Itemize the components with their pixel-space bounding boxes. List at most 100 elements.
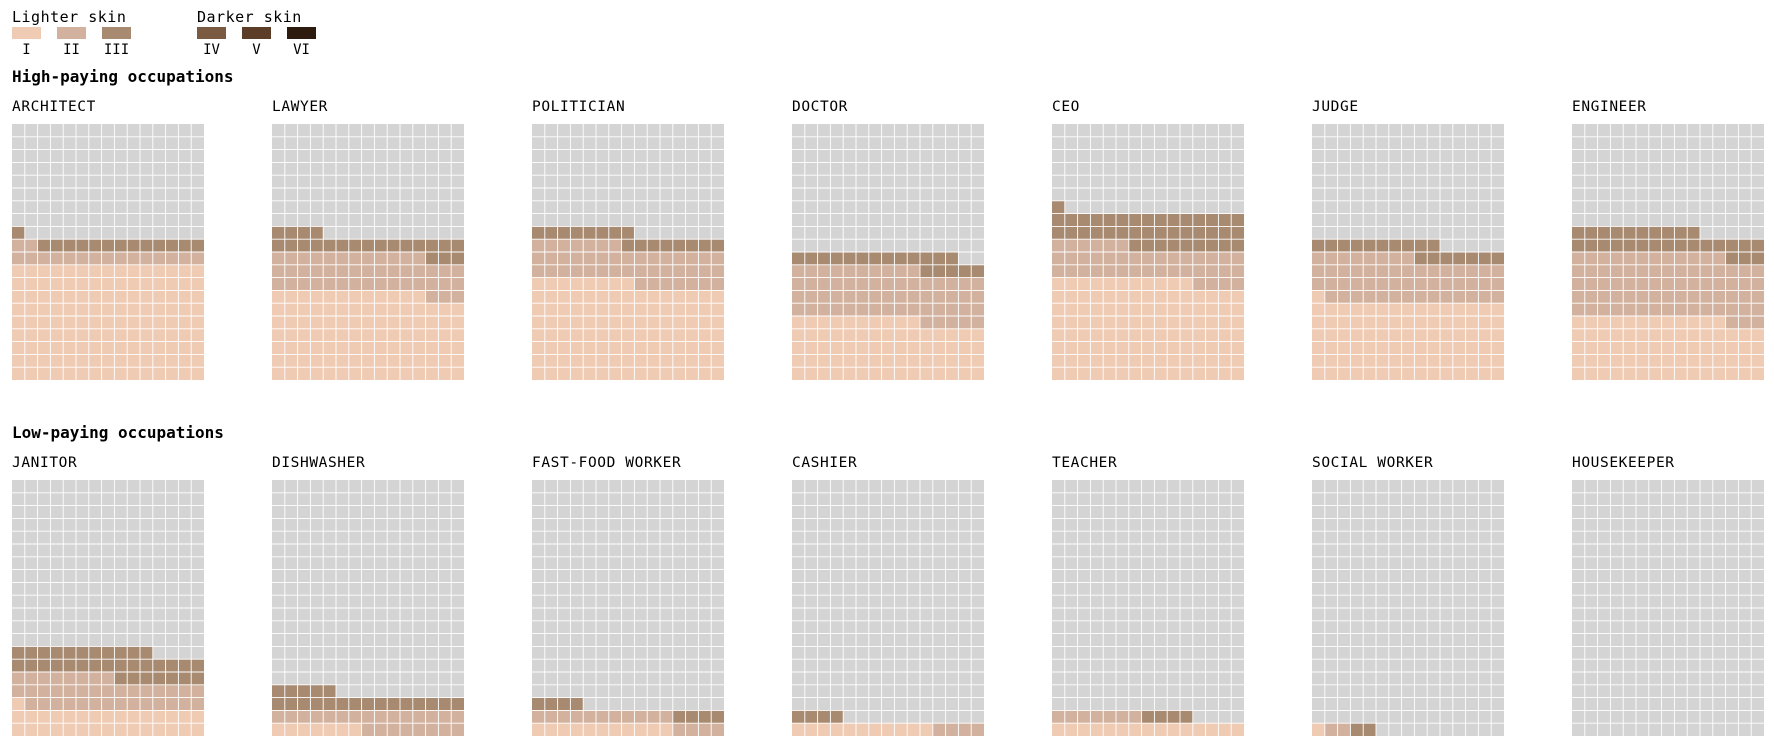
waffle-cell-type-i: [127, 354, 140, 368]
waffle-cell-type-iii: [945, 264, 959, 278]
waffle-cell-type-i: [323, 316, 336, 329]
waffle-cell-type-i: [1491, 328, 1504, 342]
waffle-cell-type-iii: [191, 659, 204, 672]
waffle-cell-type-iii: [570, 226, 584, 240]
waffle-cell-type-i: [1090, 328, 1104, 342]
waffle-cell-type-ii: [945, 290, 959, 304]
waffle-cell-type-i: [165, 367, 179, 380]
waffle-cell-type-i: [284, 303, 298, 316]
waffle-cell-type-ii: [451, 264, 464, 278]
waffle-cell-type-i: [804, 328, 818, 342]
waffle-cell-type-i: [660, 328, 673, 342]
waffle-cell-type-ii: [907, 264, 920, 278]
waffle-cell-type-ii: [1440, 277, 1453, 291]
waffle-cell-type-ii: [621, 264, 635, 278]
waffle-cell-type-i: [1077, 341, 1091, 355]
waffle-cell-type-ii: [1116, 239, 1129, 252]
waffle-cell-type-iii: [76, 646, 89, 660]
waffle-cell-type-i: [24, 723, 38, 736]
waffle-cell-type-i: [152, 290, 166, 304]
panel-cashier: CASHIER: [792, 455, 984, 736]
waffle-cell-type-iii: [608, 226, 622, 240]
waffle-cell-type-iii: [1751, 252, 1764, 265]
waffle-cell-type-i: [583, 354, 596, 368]
waffle-cell-type-ii: [532, 264, 545, 278]
waffle-cell-type-iii: [101, 239, 115, 252]
waffle-cell-type-ii: [1388, 277, 1402, 291]
waffle-cell-type-ii: [1610, 277, 1624, 291]
waffle-cell-type-ii: [1180, 252, 1193, 265]
waffle-cell-type-i: [1128, 328, 1142, 342]
waffle-cell-type-ii: [88, 684, 102, 698]
waffle-cell-type-i: [685, 367, 699, 380]
waffle-cell-type-i: [1440, 303, 1453, 316]
waffle-cell-type-i: [1427, 328, 1440, 342]
waffle-cell-type-i: [711, 316, 724, 329]
waffle-cell-type-ii: [557, 264, 571, 278]
waffle-cell-type-i: [1388, 328, 1402, 342]
waffle-cell-type-i: [400, 316, 413, 329]
waffle-cell-type-i: [1337, 328, 1351, 342]
waffle-cell-type-ii: [50, 684, 64, 698]
waffle-cell-type-i: [1218, 367, 1232, 380]
waffle-cell-type-i: [1452, 316, 1466, 329]
waffle-cell-type-i: [412, 328, 426, 342]
waffle-cell-type-i: [647, 367, 660, 380]
waffle-cell-type-iii: [76, 239, 89, 252]
waffle-cell-type-i: [374, 354, 388, 368]
waffle-cell-type-ii: [1205, 252, 1219, 265]
waffle-cell-type-iii: [1052, 200, 1065, 214]
waffle-cell-type-i: [50, 367, 64, 380]
waffle-cell-type-i: [1052, 341, 1065, 355]
waffle-cell-type-i: [1116, 354, 1129, 368]
legend-lighter-heading: Lighter skin: [12, 8, 126, 26]
waffle-cell-type-ii: [532, 252, 545, 265]
waffle-cell-type-i: [336, 367, 349, 380]
waffle-cell-type-iii: [1192, 213, 1206, 227]
waffle-cell-type-ii: [361, 264, 375, 278]
waffle-cell-type-i: [88, 277, 102, 291]
waffle-cell-type-iii: [284, 226, 298, 240]
waffle-cell-type-i: [336, 328, 349, 342]
waffle-cell-type-i: [1052, 354, 1065, 368]
waffle-cell-type-iii: [1491, 252, 1504, 265]
waffle-cell-type-iii: [1648, 226, 1662, 240]
waffle-cell-type-ii: [165, 697, 179, 711]
waffle-cell-type-i: [804, 341, 818, 355]
waffle-cell-type-i: [1312, 341, 1325, 355]
waffle-cell-type-ii: [1725, 277, 1739, 291]
waffle-cell-type-i: [1154, 303, 1168, 316]
waffle-cell-type-i: [881, 341, 895, 355]
waffle-cell-type-i: [88, 303, 102, 316]
waffle-cell-type-ii: [1738, 264, 1752, 278]
waffle-cell-type-i: [1180, 354, 1193, 368]
waffle-cell-type-i: [12, 723, 25, 736]
waffle-cell-type-ii: [1388, 264, 1402, 278]
waffle-cell-type-i: [672, 303, 686, 316]
waffle-cell-type-ii: [932, 277, 946, 291]
waffle-cell-type-ii: [272, 277, 285, 291]
waffle-cell-type-ii: [1623, 290, 1636, 304]
waffle-cell-type-i: [114, 354, 128, 368]
waffle-cell-type-i: [1218, 290, 1232, 304]
waffle-cell-type-iii: [400, 697, 413, 711]
waffle-cell-type-i: [672, 354, 686, 368]
waffle-cell-type-i: [1452, 341, 1466, 355]
waffle-cell-type-iii: [1180, 710, 1193, 724]
waffle-cell-type-ii: [608, 710, 622, 724]
waffle-cell-type-i: [868, 367, 882, 380]
waffle-cell-type-iii: [1597, 226, 1611, 240]
waffle-cell-type-i: [1090, 277, 1104, 291]
waffle-cell-type-i: [608, 290, 622, 304]
waffle-cell-type-i: [1192, 328, 1206, 342]
waffle-cell-type-ii: [621, 710, 635, 724]
waffle-cell-type-ii: [817, 290, 831, 304]
waffle-cell-type-ii: [1154, 264, 1168, 278]
waffle-cell-type-i: [1103, 367, 1116, 380]
waffle-cell-type-i: [1376, 367, 1389, 380]
waffle-cell-type-ii: [1648, 277, 1662, 291]
waffle-cell-type-i: [1465, 341, 1479, 355]
waffle-cell-type-ii: [400, 252, 413, 265]
waffle-cell-type-i: [583, 277, 596, 291]
waffle-cell-type-ii: [1712, 290, 1726, 304]
